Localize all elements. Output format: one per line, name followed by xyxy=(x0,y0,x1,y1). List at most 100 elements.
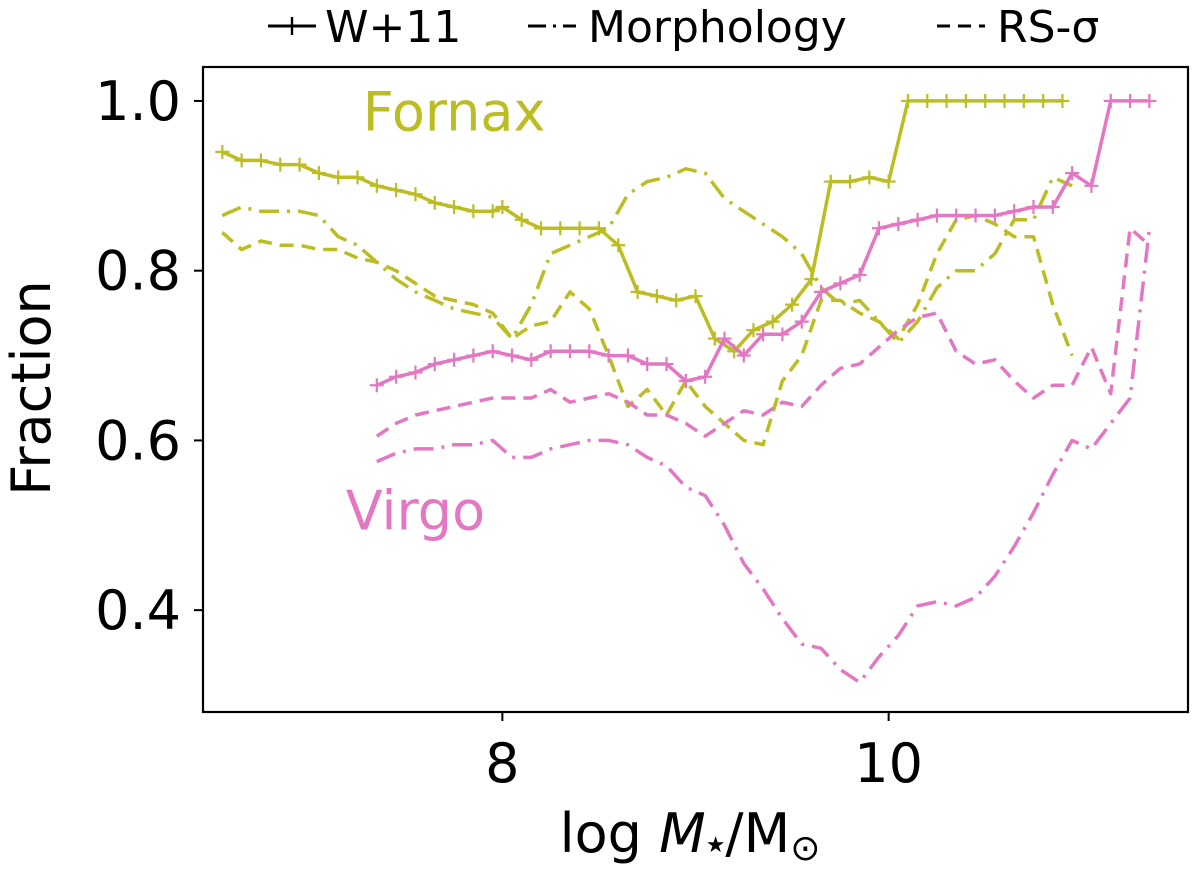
x-tick-label: 8 xyxy=(485,732,519,795)
data-point xyxy=(582,344,597,359)
plot-frame xyxy=(201,65,1190,714)
x-axis-label: log M★/M⊙ xyxy=(560,802,821,869)
data-point xyxy=(427,357,442,372)
data-point xyxy=(485,204,500,219)
data-point xyxy=(669,293,684,308)
data-point xyxy=(389,183,404,198)
data-point xyxy=(871,221,886,236)
series-virgo-morphology xyxy=(376,228,1152,685)
data-point xyxy=(1084,178,1099,193)
data-point xyxy=(659,357,674,372)
legend-label: W+11 xyxy=(325,2,461,53)
data-point xyxy=(369,178,384,193)
data-point xyxy=(823,174,838,189)
data-point xyxy=(292,157,307,172)
y-axis-label: Fraction xyxy=(0,280,63,496)
data-point xyxy=(447,200,462,215)
data-point xyxy=(1055,93,1070,108)
legend-entry-morphology: Morphology xyxy=(528,2,847,53)
data-point xyxy=(485,344,500,359)
data-point xyxy=(746,323,761,338)
data-point xyxy=(1045,200,1060,215)
data-point xyxy=(978,93,993,108)
series-line-virgo-morphology xyxy=(376,228,1152,685)
data-point xyxy=(891,217,906,232)
data-point xyxy=(698,369,713,384)
y-tick-label: 1.0 xyxy=(95,70,181,133)
data-point xyxy=(1007,204,1022,219)
legend-entry-rs: RS-σ xyxy=(937,2,1099,53)
annotation-layer: Fornax Virgo xyxy=(346,81,546,543)
data-point xyxy=(601,348,616,363)
data-point xyxy=(505,348,520,363)
data-point xyxy=(1103,93,1118,108)
legend-label: Morphology xyxy=(588,2,847,53)
series-line-fornax-w-11 xyxy=(221,99,1063,354)
series-fornax-morphology xyxy=(221,167,1073,345)
y-tick-label: 0.8 xyxy=(95,240,181,303)
series-virgo-rs xyxy=(375,226,1151,438)
data-point xyxy=(273,157,288,172)
data-point xyxy=(997,93,1012,108)
series-fornax-rs xyxy=(221,213,1074,447)
data-point xyxy=(678,374,693,389)
annotation-fornax: Fornax xyxy=(363,81,546,144)
y-tick-label: 0.6 xyxy=(95,409,181,472)
data-point xyxy=(630,284,645,299)
ticks-layer: 8 10 0.4 0.6 0.8 1.0 xyxy=(95,70,923,795)
data-point xyxy=(331,170,346,185)
data-point xyxy=(688,289,703,304)
data-point xyxy=(736,348,751,363)
series-line-fornax-morphology xyxy=(221,167,1073,345)
data-point xyxy=(466,204,481,219)
data-point xyxy=(958,93,973,108)
data-point xyxy=(968,208,983,223)
data-point xyxy=(553,221,568,236)
data-point xyxy=(611,238,626,253)
series-virgo-w-11 xyxy=(369,93,1157,393)
data-point xyxy=(717,331,732,346)
data-point xyxy=(987,208,1002,223)
x-tick-label: 10 xyxy=(854,732,923,795)
data-point xyxy=(369,378,384,393)
series-fornax-w-11 xyxy=(215,93,1070,359)
data-point xyxy=(1142,93,1157,108)
data-point xyxy=(514,212,529,227)
data-point xyxy=(929,208,944,223)
data-point xyxy=(466,348,481,363)
series-line-fornax-rs xyxy=(221,213,1074,447)
data-point xyxy=(852,267,867,282)
data-point xyxy=(765,314,780,329)
data-point xyxy=(572,221,587,236)
data-point xyxy=(562,344,577,359)
data-point xyxy=(881,174,896,189)
data-point xyxy=(640,357,655,372)
data-point xyxy=(495,200,510,215)
data-point xyxy=(794,314,809,329)
data-point xyxy=(350,170,365,185)
data-point xyxy=(775,327,790,342)
legend-entry-w-11: W+11 xyxy=(268,2,461,53)
data-point xyxy=(910,212,925,227)
data-point xyxy=(234,153,249,168)
data-point xyxy=(408,187,423,202)
data-point xyxy=(900,93,915,108)
data-point xyxy=(756,327,771,342)
data-point xyxy=(833,276,848,291)
annotation-virgo: Virgo xyxy=(346,480,485,543)
data-point xyxy=(427,195,442,210)
data-point xyxy=(649,289,664,304)
data-point xyxy=(524,352,539,367)
data-point xyxy=(785,297,800,312)
data-point xyxy=(389,369,404,384)
y-tick-label: 0.4 xyxy=(95,579,181,642)
data-point xyxy=(862,170,877,185)
data-point xyxy=(1036,93,1051,108)
data-point xyxy=(1065,166,1080,181)
data-point xyxy=(843,174,858,189)
data-point xyxy=(1026,200,1041,215)
data-point xyxy=(253,153,268,168)
series-layer xyxy=(215,93,1157,685)
legend-label: RS-σ xyxy=(997,2,1099,53)
legend: W+11 Morphology RS-σ xyxy=(268,2,1099,53)
